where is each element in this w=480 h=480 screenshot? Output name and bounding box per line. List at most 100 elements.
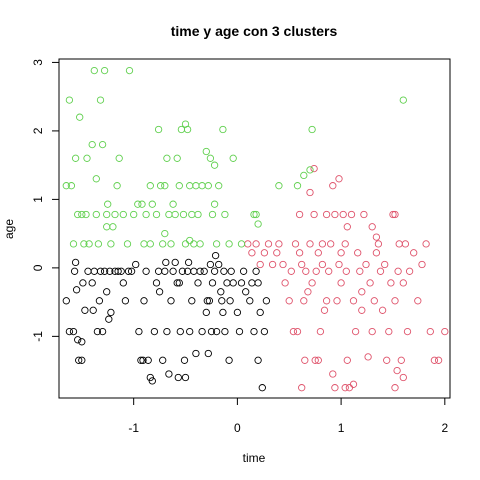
data-point [154, 125, 163, 134]
data-point [89, 306, 97, 314]
data-point [119, 210, 127, 219]
data-point [360, 210, 368, 219]
data-point [74, 210, 82, 219]
data-point [229, 154, 237, 162]
data-point [219, 125, 227, 134]
data-point [100, 267, 109, 275]
data-point [310, 164, 318, 173]
data-point [242, 288, 250, 296]
data-point [374, 240, 383, 248]
data-point [252, 267, 260, 275]
data-point [349, 380, 358, 388]
data-point [262, 297, 271, 305]
data-point [397, 356, 405, 364]
data-point [96, 267, 105, 275]
data-point [75, 356, 83, 364]
data-point [337, 279, 345, 287]
data-point [113, 182, 121, 190]
data-point [312, 267, 320, 275]
data-point [311, 356, 319, 364]
data-point [298, 260, 306, 269]
data-point [306, 188, 314, 197]
data-point [279, 260, 287, 269]
data-point [362, 260, 370, 269]
data-point [331, 384, 339, 392]
data-point [62, 182, 70, 190]
data-point [76, 113, 84, 121]
data-point [212, 327, 221, 336]
data-point [403, 327, 412, 336]
x-tick-label: 2 [441, 421, 448, 435]
data-point [79, 279, 87, 287]
data-point [422, 240, 430, 248]
data-point [115, 154, 123, 162]
data-point [233, 308, 242, 317]
data-point [169, 200, 177, 208]
data-point [69, 327, 78, 336]
data-point [169, 267, 177, 275]
data-point [83, 154, 91, 162]
data-point [322, 210, 331, 219]
x-tick-label: -1 [128, 421, 139, 435]
data-point [208, 210, 217, 219]
data-point [322, 297, 331, 305]
data-point [399, 373, 407, 382]
data-point [93, 327, 102, 336]
data-point [70, 267, 79, 275]
data-point [196, 240, 204, 248]
data-point [289, 327, 298, 336]
data-point [370, 297, 378, 305]
data-point [103, 288, 111, 296]
data-point [260, 249, 269, 257]
data-point [314, 356, 322, 364]
data-point [237, 279, 246, 287]
data-point [226, 297, 234, 305]
data-point [258, 384, 266, 392]
data-point [132, 260, 140, 269]
data-point [302, 267, 310, 275]
data-point [204, 182, 212, 190]
data-point [200, 267, 208, 275]
data-point [342, 267, 350, 275]
data-point [318, 260, 327, 269]
data-point [134, 200, 142, 208]
data-point [152, 210, 161, 219]
data-point [155, 288, 164, 296]
data-point [381, 260, 389, 269]
data-point [252, 240, 260, 248]
data-point [399, 96, 407, 104]
data-point [100, 66, 109, 75]
data-point [235, 327, 244, 336]
data-point [215, 182, 223, 190]
data-point [387, 279, 395, 287]
data-point [181, 373, 190, 382]
data-point [81, 306, 89, 314]
data-point [347, 210, 356, 219]
data-point [186, 236, 194, 245]
data-point [109, 223, 117, 231]
data-point [198, 327, 206, 336]
data-point [180, 356, 189, 364]
data-point [148, 200, 156, 208]
data-point [103, 210, 111, 219]
data-point [78, 338, 86, 346]
data-point [366, 279, 374, 287]
data-point [98, 140, 107, 149]
data-point [306, 166, 314, 174]
data-point [125, 66, 134, 75]
data-point [410, 249, 418, 257]
data-point [239, 267, 248, 275]
x-tick-label: 0 [234, 421, 241, 435]
data-point [146, 182, 154, 190]
data-point [146, 240, 154, 248]
data-point [163, 327, 171, 336]
data-point [358, 288, 366, 296]
data-point [254, 220, 262, 228]
data-point [202, 147, 210, 156]
data-point [341, 384, 349, 392]
data-point [80, 240, 88, 248]
data-point [175, 279, 183, 287]
chart-title: time y age con 3 clusters [171, 23, 338, 39]
data-point [179, 210, 188, 219]
